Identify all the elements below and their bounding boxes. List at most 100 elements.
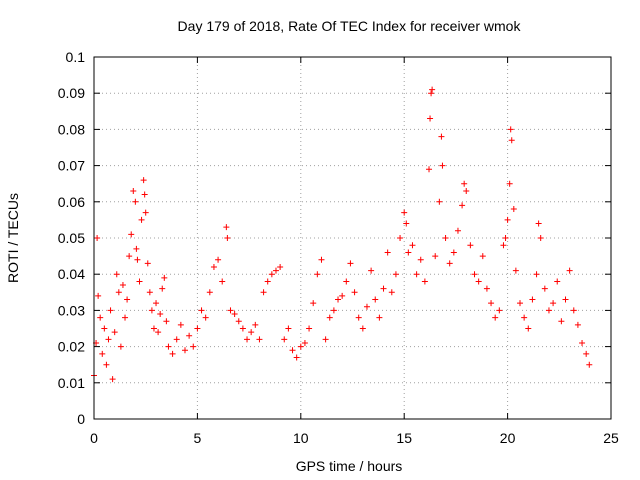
data-point	[388, 289, 395, 296]
data-point	[545, 307, 552, 314]
grid	[94, 57, 611, 419]
data-point	[429, 86, 436, 93]
data-point	[403, 220, 410, 227]
data-point	[506, 180, 513, 187]
data-point	[533, 271, 540, 278]
data-point	[268, 271, 275, 278]
data-point	[163, 318, 170, 325]
data-point	[467, 242, 474, 249]
plot-frame	[93, 56, 612, 420]
data-point	[113, 271, 120, 278]
data-point	[210, 263, 217, 270]
data-point	[272, 267, 279, 274]
data-point	[155, 329, 162, 336]
data-point	[439, 162, 446, 169]
data-point	[368, 267, 375, 274]
y-tick-label: 0.01	[58, 375, 85, 391]
x-tick-label: 20	[500, 430, 516, 446]
data-point	[446, 260, 453, 267]
data-point	[95, 292, 102, 299]
data-point	[215, 256, 222, 263]
data-point	[173, 336, 180, 343]
data-point	[314, 271, 321, 278]
data-point	[479, 253, 486, 260]
data-point	[461, 180, 468, 187]
data-point	[181, 347, 188, 354]
data-point	[122, 314, 129, 321]
data-point	[372, 296, 379, 303]
data-point	[500, 242, 507, 249]
data-point	[586, 361, 593, 368]
data-point	[492, 314, 499, 321]
data-point	[94, 235, 101, 241]
chart-title: Day 179 of 2018, Rate Of TEC Index for r…	[178, 18, 522, 34]
data-point	[235, 318, 242, 325]
data-point	[190, 343, 197, 350]
data-point	[363, 303, 370, 310]
data-point	[504, 216, 511, 223]
data-point	[105, 336, 112, 343]
data-point	[306, 325, 313, 332]
data-point	[103, 361, 110, 368]
data-point	[130, 187, 137, 194]
data-point	[99, 350, 106, 357]
data-point	[126, 253, 133, 260]
data-points	[91, 86, 593, 383]
data-point	[256, 336, 263, 343]
data-point	[583, 350, 590, 357]
data-point	[426, 166, 433, 173]
data-point	[289, 347, 296, 354]
data-point	[97, 314, 104, 321]
data-point	[339, 292, 346, 299]
data-point	[128, 231, 135, 238]
data-point	[153, 300, 160, 307]
y-tick-label: 0.03	[58, 302, 85, 318]
y-tick-label: 0.05	[58, 230, 85, 246]
data-point	[380, 285, 387, 292]
y-tick-label: 0.08	[58, 121, 85, 137]
data-point	[417, 256, 424, 263]
data-point	[136, 278, 143, 285]
x-tick-label: 10	[293, 430, 309, 446]
data-point	[517, 300, 524, 307]
data-point	[322, 336, 329, 343]
data-point	[359, 325, 366, 332]
y-tick-label: 0.09	[58, 85, 85, 101]
data-point	[335, 296, 342, 303]
data-point	[132, 198, 139, 205]
data-point	[376, 314, 383, 321]
data-point	[579, 339, 586, 346]
data-point	[119, 282, 126, 289]
data-point	[252, 321, 259, 328]
data-point	[146, 289, 153, 296]
data-point	[326, 314, 333, 321]
data-point	[244, 336, 251, 343]
data-point	[475, 278, 482, 285]
data-point	[351, 289, 358, 296]
data-point	[525, 325, 532, 332]
data-point	[421, 278, 428, 285]
data-point	[343, 278, 350, 285]
data-point	[502, 235, 509, 241]
data-point	[224, 235, 231, 241]
data-point	[285, 325, 292, 332]
data-point	[134, 256, 141, 263]
y-tick-label: 0.06	[58, 194, 85, 210]
data-point	[194, 325, 201, 332]
data-point	[550, 300, 557, 307]
y-tick-label: 0.1	[66, 49, 86, 65]
data-point	[427, 115, 434, 122]
data-point	[138, 216, 145, 223]
data-point	[347, 260, 354, 267]
data-point	[161, 274, 168, 281]
data-point	[436, 198, 443, 205]
data-point	[281, 336, 288, 343]
axis-ticks: 0 0.01 0.02 0.03 0.04 0.05 0.06 0.07 0.08 0.09 0.1…	[58, 49, 619, 446]
data-point	[219, 278, 226, 285]
data-point	[512, 267, 519, 274]
y-axis-label: ROTI / TECUs	[5, 193, 21, 283]
data-point	[562, 296, 569, 303]
data-point	[277, 263, 284, 270]
data-point	[330, 307, 337, 314]
data-point	[558, 318, 565, 325]
